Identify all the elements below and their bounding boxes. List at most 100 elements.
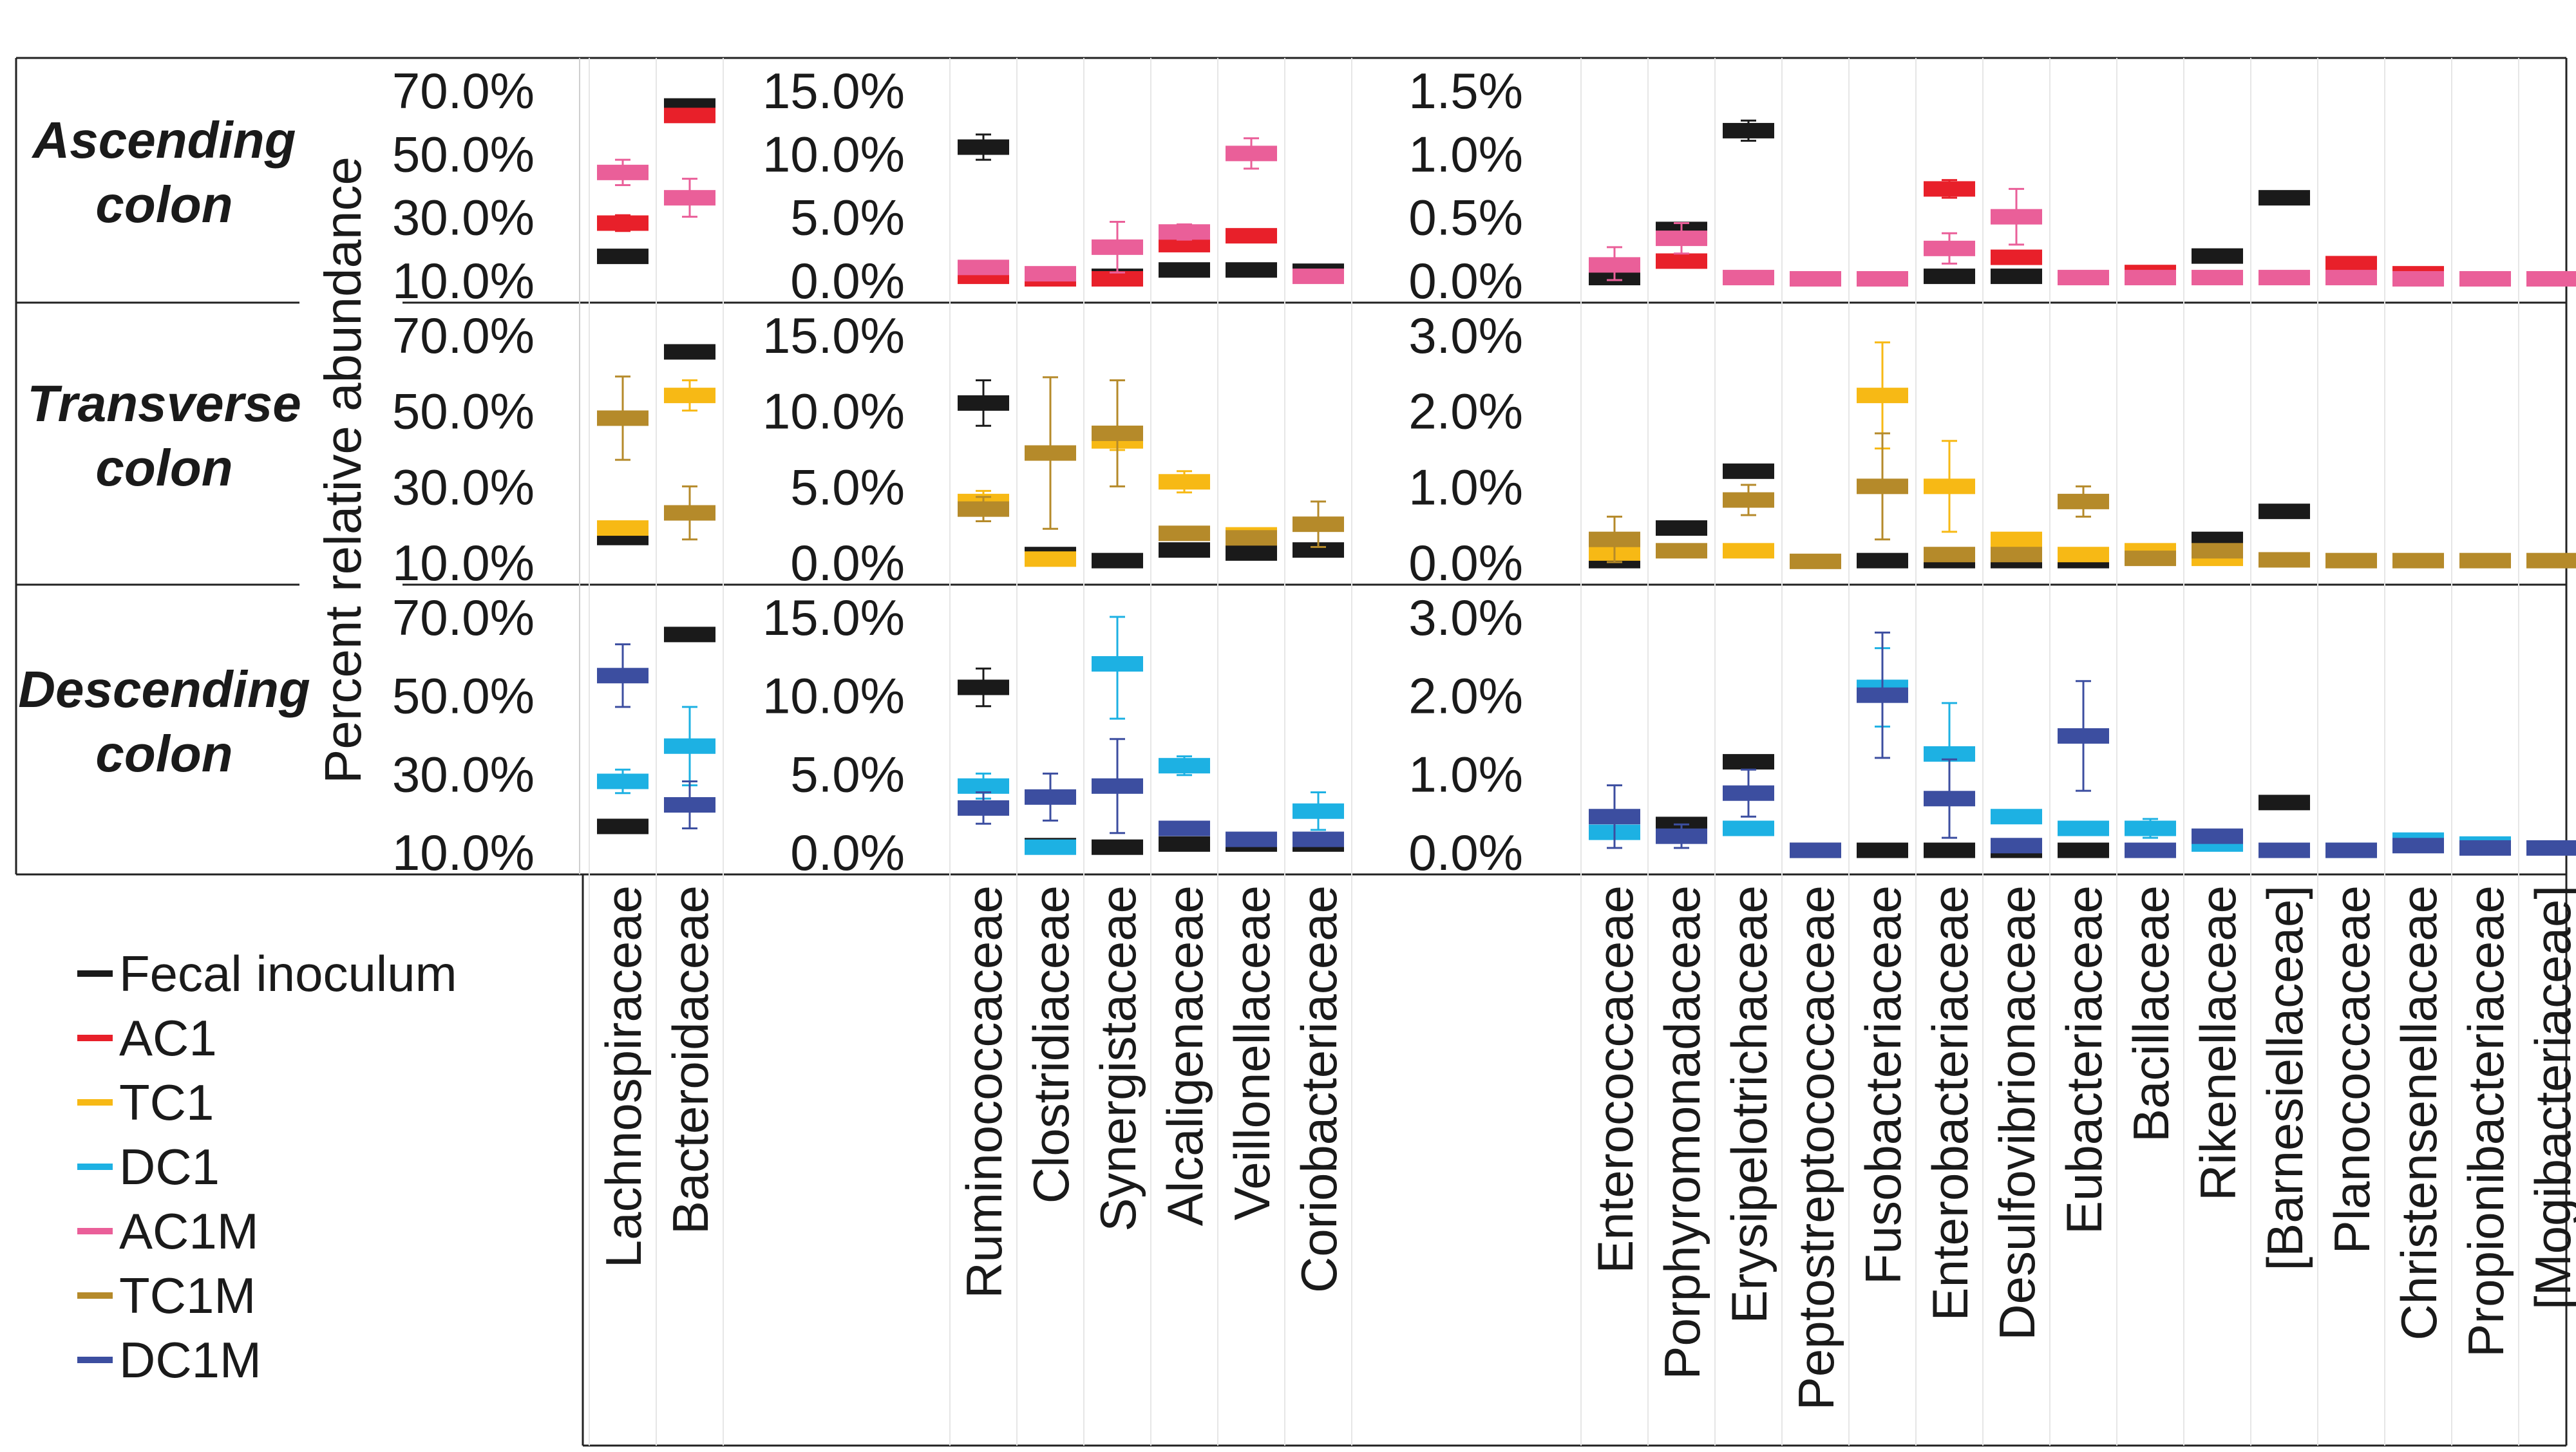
data-box-ac1m — [597, 164, 649, 180]
data-box-fecal — [1159, 542, 1210, 558]
data-box-fecal — [1656, 520, 1707, 536]
data-box-tc1m — [1092, 425, 1143, 441]
data-box-fecal — [597, 818, 649, 834]
data-box-tc1m — [2459, 552, 2511, 569]
data-box-tc1m — [1991, 547, 2042, 563]
data-box-dc1 — [2058, 820, 2109, 836]
data-box-tc1 — [1857, 388, 1908, 404]
data-box-fecal — [664, 344, 715, 360]
category-label: Porphyromonadaceae — [1654, 885, 1710, 1380]
data-box-ac1m — [1293, 269, 1344, 285]
category-label: Lachnospiraceae — [595, 885, 652, 1268]
data-box-ac1m — [1924, 240, 1975, 256]
legend-label: DC1M — [119, 1332, 261, 1388]
y-tick-label: 0.0% — [790, 824, 905, 881]
category-label: Synergistaceae — [1090, 885, 1146, 1232]
category-gridlines — [589, 58, 2519, 1446]
data-box-tc1 — [597, 520, 649, 536]
data-box-ac1m — [2392, 271, 2444, 287]
data-box-fecal — [2259, 504, 2310, 520]
y-tick-label: 70.0% — [392, 589, 535, 646]
data-box-tc1m — [1790, 553, 1841, 569]
data-box-tc1m — [1293, 516, 1344, 533]
category-label: Erysipelotrichaceae — [1721, 885, 1777, 1324]
y-tick-label: 10.0% — [392, 252, 535, 309]
y-axis-label: Percent relative abundance — [314, 156, 372, 784]
row-labels: Ascending colon Transverse colon Descending c… — [18, 111, 310, 782]
category-label: [Barnesiellaceae] — [2257, 885, 2313, 1270]
data-box-fecal — [1092, 552, 1143, 569]
category-label: Rikenellaceae — [2190, 885, 2246, 1201]
category-label: Enterobacteriaceae — [1922, 885, 1978, 1321]
data-box-ac1m — [958, 259, 1009, 276]
data-box-tc1m — [1857, 478, 1908, 495]
y-tick-label: 50.0% — [392, 383, 535, 440]
category-label: Fusobacteriaceae — [1855, 885, 1911, 1285]
data-box-ac1m — [2459, 271, 2511, 287]
data-box-dc1 — [1991, 809, 2042, 825]
data-box-tc1m — [2058, 493, 2109, 509]
data-box-dc1m — [597, 668, 649, 684]
data-box-dc1m — [1589, 809, 1640, 825]
data-box-ac1m — [2526, 271, 2576, 287]
data-box-ac1 — [1656, 253, 1707, 269]
y-tick-label: 10.0% — [762, 126, 905, 182]
data-box-dc1m — [1025, 789, 1076, 805]
y-tick-label: 30.0% — [392, 458, 535, 515]
y-tick-label: 1.0% — [1408, 126, 1523, 182]
data-box-ac1m — [1025, 266, 1076, 282]
data-box-ac1m — [1589, 257, 1640, 273]
data-box-tc1m — [2259, 552, 2310, 568]
data-box-dc1m — [1790, 842, 1841, 858]
data-box-ac1m — [664, 190, 715, 206]
row-label: Transverse — [27, 375, 301, 432]
data-box-tc1m — [1226, 530, 1277, 546]
data-box-tc1 — [1025, 551, 1076, 567]
data-box-fecal — [1159, 262, 1210, 278]
data-box-fecal — [958, 139, 1009, 155]
row-label: colon — [95, 725, 232, 782]
data-box-tc1m — [1924, 547, 1975, 563]
y-tick-label: 0.0% — [1408, 252, 1523, 309]
legend: Fecal inoculum AC1 TC1 DC1 AC1M TC1M DC1M — [77, 945, 457, 1388]
data-box-dc1m — [2125, 842, 2176, 858]
data-box-fecal — [2259, 795, 2310, 811]
data-box-dc1m — [1226, 831, 1277, 847]
data-box-dc1m — [1092, 778, 1143, 794]
data-box-fecal — [1924, 842, 1975, 858]
data-box-ac1 — [1226, 228, 1277, 244]
data-box-dc1m — [2392, 838, 2444, 854]
data-box-fecal — [664, 627, 715, 643]
data-box-fecal — [1857, 552, 1908, 569]
category-label: Enterococcaceae — [1587, 885, 1643, 1274]
data-box-ac1 — [2325, 256, 2377, 272]
data-box-fecal — [958, 679, 1009, 695]
data-box-tc1m — [1723, 492, 1774, 508]
data-box-fecal — [1723, 463, 1774, 479]
y-tick-label: 0.5% — [1408, 189, 1523, 246]
y-tick-label: 5.0% — [790, 746, 905, 802]
data-box-ac1m — [1991, 209, 2042, 225]
category-label: Alcaligenaceae — [1157, 885, 1213, 1226]
panel-frame — [15, 57, 2568, 1447]
row-label: colon — [95, 176, 232, 233]
y-axes: 10.0%30.0%50.0%70.0%0.0%5.0%10.0%15.0%0.… — [392, 62, 1523, 881]
y-tick-label: 50.0% — [392, 126, 535, 182]
y-tick-label: 2.0% — [1408, 383, 1523, 440]
data-box-ac1m — [1092, 239, 1143, 255]
y-tick-label: 1.0% — [1408, 746, 1523, 802]
data-box-ac1m — [1857, 271, 1908, 287]
data-box-fecal — [2259, 190, 2310, 206]
data-box-ac1m — [2325, 270, 2377, 286]
y-tick-label: 15.0% — [762, 589, 905, 646]
legend-label: AC1 — [119, 1010, 217, 1066]
data-box-dc1m — [1656, 828, 1707, 844]
category-label: Propionibacteriaceae — [2458, 885, 2514, 1357]
category-label: Desulfovibrionaceae — [1989, 885, 2045, 1341]
y-tick-label: 0.0% — [790, 534, 905, 591]
data-box-tc1m — [664, 505, 715, 521]
y-tick-label: 3.0% — [1408, 307, 1523, 364]
data-box-tc1m — [2526, 552, 2576, 569]
